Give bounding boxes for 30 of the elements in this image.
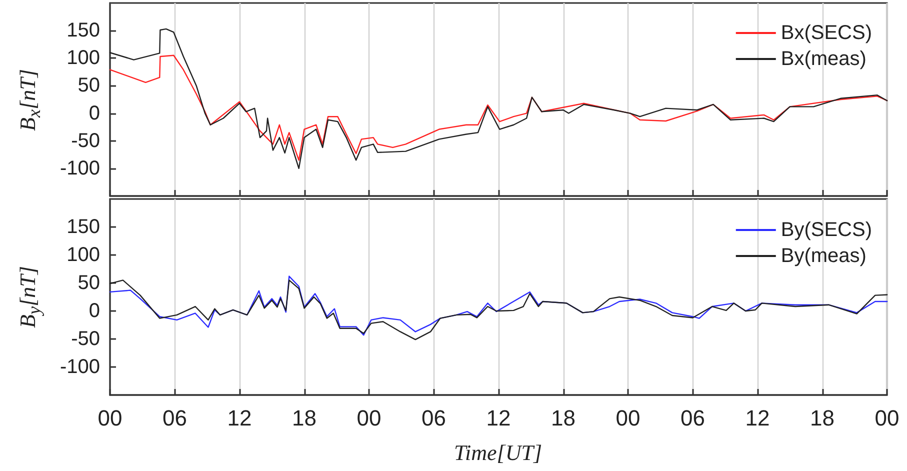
legend-label: By(SECS) (780, 219, 872, 241)
y-tick-label: 0 (88, 102, 100, 124)
x-tick-label: 06 (680, 406, 705, 430)
y-tick-label: 50 (78, 74, 100, 97)
y-tick-label: -100 (60, 356, 100, 378)
x-axis-title: Time[UT] (454, 440, 542, 466)
y-tick-label: 100 (66, 244, 100, 266)
x-tick-label: 00 (356, 406, 382, 430)
x-tick-label: 12 (486, 406, 511, 430)
x-tick-label: 18 (551, 406, 576, 430)
y-tick-label: 0 (88, 300, 100, 322)
legend-label: Bx(SECS) (780, 22, 872, 44)
y-tick-label: 100 (66, 47, 100, 70)
y-tick-label: 150 (66, 216, 100, 238)
y-tick-label: -50 (71, 130, 100, 152)
x-tick-label: 06 (422, 406, 446, 430)
x-tick-label: 18 (292, 406, 316, 430)
x-tick-label: 00 (98, 406, 122, 430)
legend-label: Bx(meas) (780, 48, 866, 70)
y-tick-label: -100 (60, 157, 100, 180)
x-tick-label: 06 (162, 406, 187, 430)
x-tick-label: 12 (745, 406, 770, 430)
x-tick-label: 00 (874, 406, 900, 430)
y-tick-label: 50 (78, 272, 100, 294)
x-tick-label: 12 (227, 406, 252, 430)
x-tick-label: 18 (810, 406, 834, 430)
y-tick-label: -50 (71, 328, 100, 350)
y-tick-label: 150 (66, 20, 100, 42)
x-tick-label: 00 (616, 406, 640, 430)
legend-label: By(meas) (780, 245, 866, 267)
